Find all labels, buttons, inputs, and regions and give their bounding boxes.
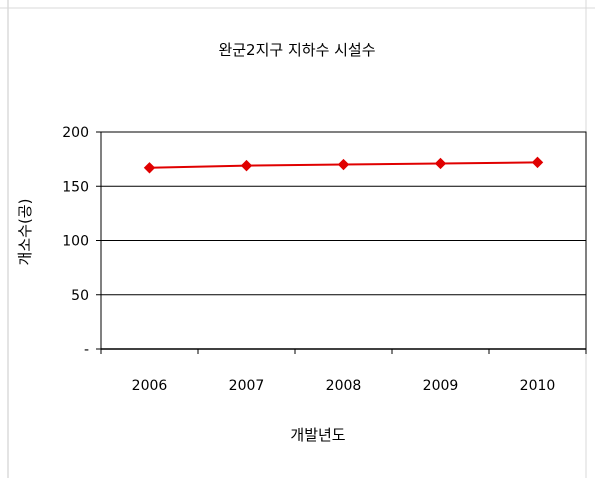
chart-title: 완군2지구 지하수 시설수	[218, 41, 375, 59]
plot-area	[96, 131, 587, 354]
x-tick-label: 2006	[132, 378, 168, 394]
data-point	[337, 158, 350, 171]
y-tick-label: 200	[62, 125, 89, 141]
x-tick-label: 2007	[229, 378, 265, 394]
data-point	[143, 162, 156, 174]
x-tick-label: 2009	[423, 378, 459, 394]
x-axis-label: 개발년도	[290, 426, 345, 444]
y-axis-label: 개소수(공)	[16, 199, 34, 266]
data-point	[434, 157, 447, 170]
y-axis-ticks: 200 150 100 50 -	[62, 125, 89, 358]
x-tick-label: 2010	[520, 378, 556, 394]
series-group	[143, 156, 544, 174]
data-point	[240, 159, 253, 172]
y-tick-label: -	[84, 342, 89, 358]
data-point	[531, 156, 544, 169]
y-tick-label: 100	[62, 234, 89, 250]
y-tick-label: 50	[71, 288, 89, 304]
x-tick-label: 2008	[326, 378, 362, 394]
y-tick-label: 150	[62, 179, 89, 195]
x-axis-ticks: 2006 2007 2008 2009 2010	[132, 378, 556, 394]
